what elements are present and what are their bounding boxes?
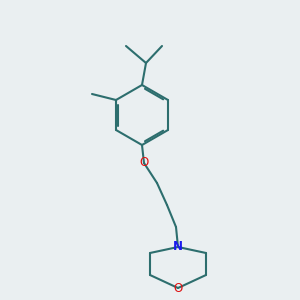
Text: O: O [140, 157, 148, 169]
Text: O: O [173, 281, 183, 295]
Text: N: N [173, 241, 183, 254]
